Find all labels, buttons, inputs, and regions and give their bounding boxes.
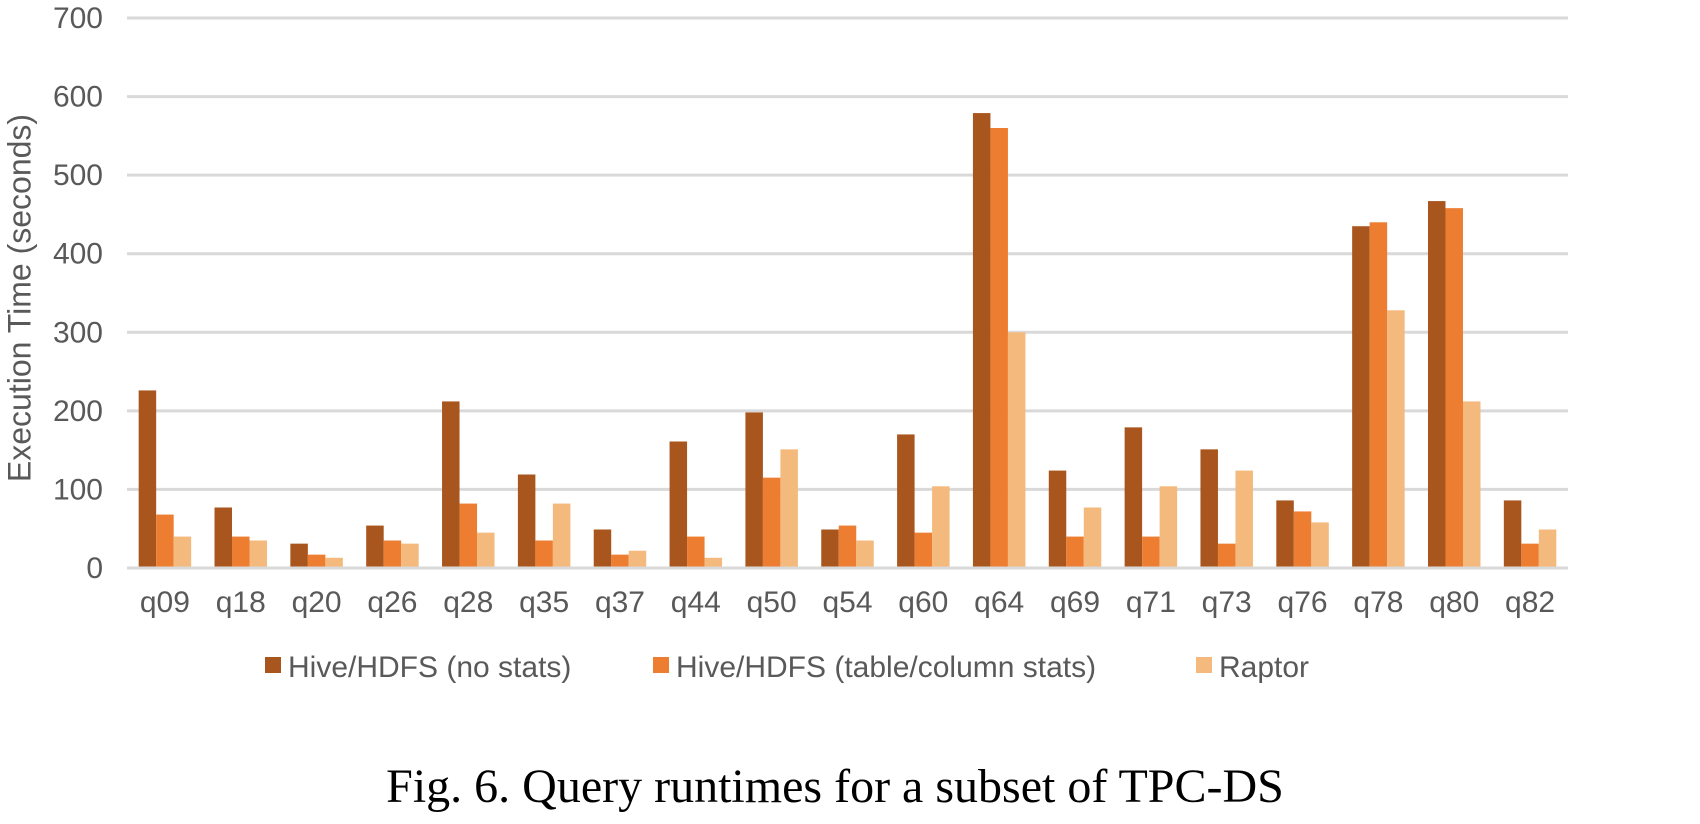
bar-q28-series-3 <box>477 532 495 568</box>
x-tick-label: q37 <box>595 586 645 619</box>
bar-q50-series-3 <box>780 449 798 568</box>
bar-q60-series-2 <box>914 532 933 568</box>
bar-q60-series-3 <box>932 486 950 568</box>
bar-q35-series-2 <box>535 540 553 568</box>
x-tick-label: q73 <box>1202 586 1252 619</box>
x-tick-label: q35 <box>519 586 569 619</box>
bar-q35-series-3 <box>552 503 571 568</box>
legend-label-series-2: Hive/HDFS (table/column stats) <box>676 651 1096 684</box>
figure-caption: Fig. 6. Query runtimes for a subset of T… <box>386 760 1284 813</box>
bar-q09-series-1 <box>138 390 157 568</box>
bar-q37-series-3 <box>628 550 647 568</box>
bar-q26-series-3 <box>401 543 419 568</box>
x-tick-label: q60 <box>898 586 948 619</box>
y-tick-label: 100 <box>53 473 103 506</box>
gridlines <box>127 16 1568 491</box>
bar-q80-series-3 <box>1462 401 1481 568</box>
bar-q54-series-2 <box>838 525 857 568</box>
x-tick-label: q64 <box>974 586 1024 619</box>
bars <box>138 113 1557 569</box>
bar-q69-series-3 <box>1083 507 1102 568</box>
legend-label-series-3: Raptor <box>1219 651 1309 684</box>
bar-q20-series-2 <box>307 554 326 568</box>
bar-q69-series-2 <box>1066 536 1084 568</box>
x-tick-label: q20 <box>292 586 342 619</box>
bar-q09-series-3 <box>173 536 192 568</box>
x-tick-label: q50 <box>747 586 797 619</box>
y-tick-label: 600 <box>53 81 103 114</box>
bar-q82-series-1 <box>1503 500 1522 568</box>
bar-q18-series-2 <box>232 536 250 568</box>
x-tick-label: q78 <box>1353 586 1403 619</box>
bar-q37-series-2 <box>611 554 629 568</box>
bar-q20-series-3 <box>325 557 343 568</box>
y-axis-ticks: 0 100 200 300 400 500 600 700 <box>53 2 103 585</box>
bar-q76-series-3 <box>1311 522 1329 568</box>
bar-q26-series-1 <box>366 525 384 568</box>
bar-q18-series-3 <box>249 540 268 568</box>
bar-q09-series-2 <box>156 514 174 568</box>
x-tick-label: q26 <box>367 586 417 619</box>
y-tick-label: 300 <box>53 316 103 349</box>
x-tick-label: q54 <box>822 586 872 619</box>
y-tick-label: 200 <box>53 395 103 428</box>
y-tick-label: 0 <box>86 552 103 585</box>
bar-q82-series-3 <box>1538 529 1557 568</box>
bar-q80-series-1 <box>1427 201 1446 569</box>
bar-q28-series-1 <box>442 401 460 568</box>
legend: Hive/HDFS (no stats) Hive/HDFS (table/col… <box>265 651 1309 684</box>
legend-swatch-series-1 <box>265 657 281 673</box>
bar-q73-series-1 <box>1200 449 1218 568</box>
bar-q73-series-2 <box>1217 543 1236 568</box>
bar-q71-series-3 <box>1159 486 1178 568</box>
bar-q60-series-1 <box>897 434 915 568</box>
bar-q78-series-3 <box>1387 310 1405 568</box>
bar-q44-series-1 <box>669 441 688 568</box>
bar-q73-series-3 <box>1235 470 1253 568</box>
bar-q54-series-1 <box>821 529 839 568</box>
legend-swatch-series-3 <box>1196 657 1212 673</box>
x-tick-label: q18 <box>216 586 266 619</box>
x-tick-label: q82 <box>1505 586 1555 619</box>
bar-q82-series-2 <box>1521 543 1539 568</box>
bar-q50-series-2 <box>762 477 781 568</box>
bar-q80-series-2 <box>1445 208 1463 568</box>
bar-q37-series-1 <box>593 529 612 568</box>
bar-q54-series-3 <box>856 540 874 568</box>
y-axis-title: Execution Time (seconds) <box>1 114 37 482</box>
bar-q71-series-1 <box>1124 427 1143 568</box>
bar-q44-series-2 <box>687 536 705 568</box>
bar-q50-series-1 <box>745 412 763 568</box>
x-tick-label: q80 <box>1429 586 1479 619</box>
x-tick-label: q44 <box>671 586 721 619</box>
bar-q28-series-2 <box>459 503 478 568</box>
y-tick-label: 700 <box>53 2 103 35</box>
bar-q78-series-1 <box>1352 226 1370 568</box>
x-tick-label: q71 <box>1126 586 1176 619</box>
bar-q78-series-2 <box>1369 222 1388 569</box>
bar-q18-series-1 <box>214 507 233 568</box>
bar-q44-series-3 <box>704 557 723 568</box>
bar-q64-series-2 <box>990 128 1008 568</box>
x-tick-label: q28 <box>443 586 493 619</box>
bar-q76-series-2 <box>1293 511 1312 568</box>
bar-q71-series-2 <box>1142 536 1160 568</box>
bar-q35-series-1 <box>517 474 536 568</box>
x-axis-ticks: q09 q18 q20 q26 q28 q35 q37 q44 q50 q54 q60 q64 q69 q… <box>140 586 1555 619</box>
x-tick-label: q09 <box>140 586 190 619</box>
bar-q64-series-3 <box>1007 332 1026 568</box>
x-tick-label: q76 <box>1278 586 1328 619</box>
bar-q69-series-1 <box>1048 470 1067 568</box>
bar-q64-series-1 <box>972 113 991 569</box>
y-tick-label: 500 <box>53 159 103 192</box>
x-tick-label: q69 <box>1050 586 1100 619</box>
bar-q26-series-2 <box>383 540 402 568</box>
y-tick-label: 400 <box>53 238 103 271</box>
legend-swatch-series-2 <box>653 657 669 673</box>
legend-label-series-1: Hive/HDFS (no stats) <box>288 651 571 684</box>
bar-q76-series-1 <box>1276 500 1294 568</box>
bar-q20-series-1 <box>290 543 308 568</box>
